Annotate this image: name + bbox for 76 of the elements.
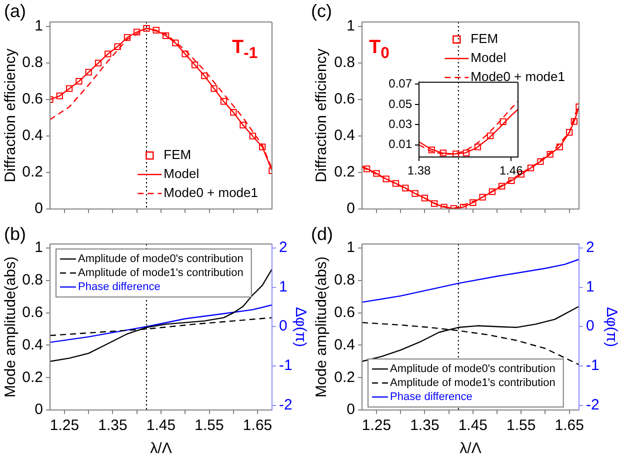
y2-tick-label: 2 bbox=[279, 239, 288, 256]
y2-axis-title: Δφ(π) bbox=[292, 306, 309, 348]
x-axis-title: λ/Λ bbox=[150, 440, 172, 458]
legend-label: Model bbox=[164, 166, 200, 182]
y-tick-label: 0.4 bbox=[22, 336, 43, 354]
y-tick-label: 0.07 bbox=[388, 76, 412, 91]
legend-label: Amplitude of mode1's contribution bbox=[390, 377, 556, 390]
y-tick-label: 0.01 bbox=[388, 137, 412, 152]
y2-tick-label: -2 bbox=[279, 396, 292, 414]
y-axis-title: Diffraction efficiency bbox=[2, 48, 20, 182]
y-tick-label: 0.6 bbox=[334, 304, 355, 321]
x-tick-label: 1.55 bbox=[506, 417, 536, 434]
legend-label: Mode0 + mode1 bbox=[470, 69, 566, 84]
text: (a) bbox=[4, 1, 26, 22]
annotation: T$_{-1}$ bbox=[232, 37, 258, 62]
y-tick-label: 0.2 bbox=[22, 164, 43, 181]
x-tick-label: 1.55 bbox=[194, 417, 224, 434]
x-tick-label: 1.46 bbox=[499, 164, 524, 178]
legend-label: Phase difference bbox=[390, 391, 472, 404]
y-tick-label: 0.6 bbox=[334, 90, 355, 108]
legend-label: Mode0 + mode1 bbox=[164, 185, 258, 200]
y-tick-label: 0.2 bbox=[334, 164, 355, 181]
y2-tick-label: 2 bbox=[586, 239, 594, 256]
y2-tick-label: 0 bbox=[586, 318, 594, 335]
y-tick-label: 0 bbox=[34, 401, 43, 418]
y-tick-label: 0.8 bbox=[334, 272, 355, 289]
legend-label: Phase difference bbox=[78, 281, 160, 294]
legend-label: Amplitude of mode0's contribution bbox=[390, 363, 556, 376]
text: (d) bbox=[311, 224, 333, 245]
annotation: T$_{0}$ bbox=[369, 37, 390, 62]
y-tick-label: 0.8 bbox=[334, 54, 355, 72]
y2-axis-title: Δφ(π) bbox=[602, 306, 620, 348]
y-tick-label: 0.2 bbox=[22, 368, 43, 386]
x-tick-label: 1.25 bbox=[362, 417, 392, 434]
x-tick-label: 1.38 bbox=[407, 164, 431, 178]
y-tick-label: 1 bbox=[346, 239, 355, 256]
y-tick-label: 0.8 bbox=[22, 272, 43, 289]
y-tick-label: 1 bbox=[34, 239, 43, 256]
text: (c) bbox=[311, 1, 332, 22]
y-tick-label: 0 bbox=[34, 200, 43, 218]
y2-tick-label: -1 bbox=[279, 357, 292, 374]
x-axis-title: λ/Λ bbox=[460, 440, 482, 458]
y2-tick-label: 1 bbox=[279, 278, 288, 296]
x-tick-label: 1.65 bbox=[242, 417, 272, 434]
x-tick-label: 1.45 bbox=[458, 417, 488, 434]
y-tick-label: 0 bbox=[346, 200, 355, 218]
y-tick-label: 0.6 bbox=[22, 304, 43, 321]
legend-label: Amplitude of mode1's contribution bbox=[78, 267, 244, 280]
y-axis-title: Diffraction efficiency bbox=[313, 48, 330, 182]
legend-label: Amplitude of mode0's contribution bbox=[78, 253, 244, 266]
y2-tick-label: -2 bbox=[586, 396, 600, 414]
y-tick-label: 0.4 bbox=[22, 127, 43, 144]
y2-tick-label: 0 bbox=[279, 318, 288, 335]
legend-label: FEM bbox=[164, 147, 192, 162]
x-tick-label: 1.25 bbox=[50, 417, 80, 434]
text: (b) bbox=[4, 224, 26, 245]
y-tick-label: 0.05 bbox=[388, 96, 412, 111]
x-tick-label: 1.35 bbox=[410, 417, 440, 434]
y-tick-label: 0.4 bbox=[334, 336, 355, 354]
y-tick-label: 0.03 bbox=[388, 116, 412, 131]
y-tick-label: 0.4 bbox=[334, 127, 355, 144]
y-tick-label: 0.6 bbox=[22, 90, 43, 108]
y-tick-label: 0.2 bbox=[334, 368, 355, 386]
x-tick-label: 1.35 bbox=[98, 417, 128, 434]
y-tick-label: 1 bbox=[346, 18, 355, 35]
legend-label: FEM bbox=[470, 31, 498, 46]
y-axis-title: Mode amplitude(abs) bbox=[313, 256, 330, 398]
x-tick-label: 1.45 bbox=[146, 417, 176, 434]
y-tick-label: 0 bbox=[346, 401, 355, 418]
y-tick-label: 1 bbox=[34, 18, 43, 35]
x-tick-label: 1.65 bbox=[554, 417, 584, 434]
legend-label: Model bbox=[470, 50, 506, 66]
y2-tick-label: 1 bbox=[586, 278, 594, 296]
y2-tick-label: -1 bbox=[586, 357, 600, 374]
y-tick-label: 0.8 bbox=[22, 54, 43, 72]
y-axis-title: Mode amplitude(abs) bbox=[2, 256, 20, 398]
